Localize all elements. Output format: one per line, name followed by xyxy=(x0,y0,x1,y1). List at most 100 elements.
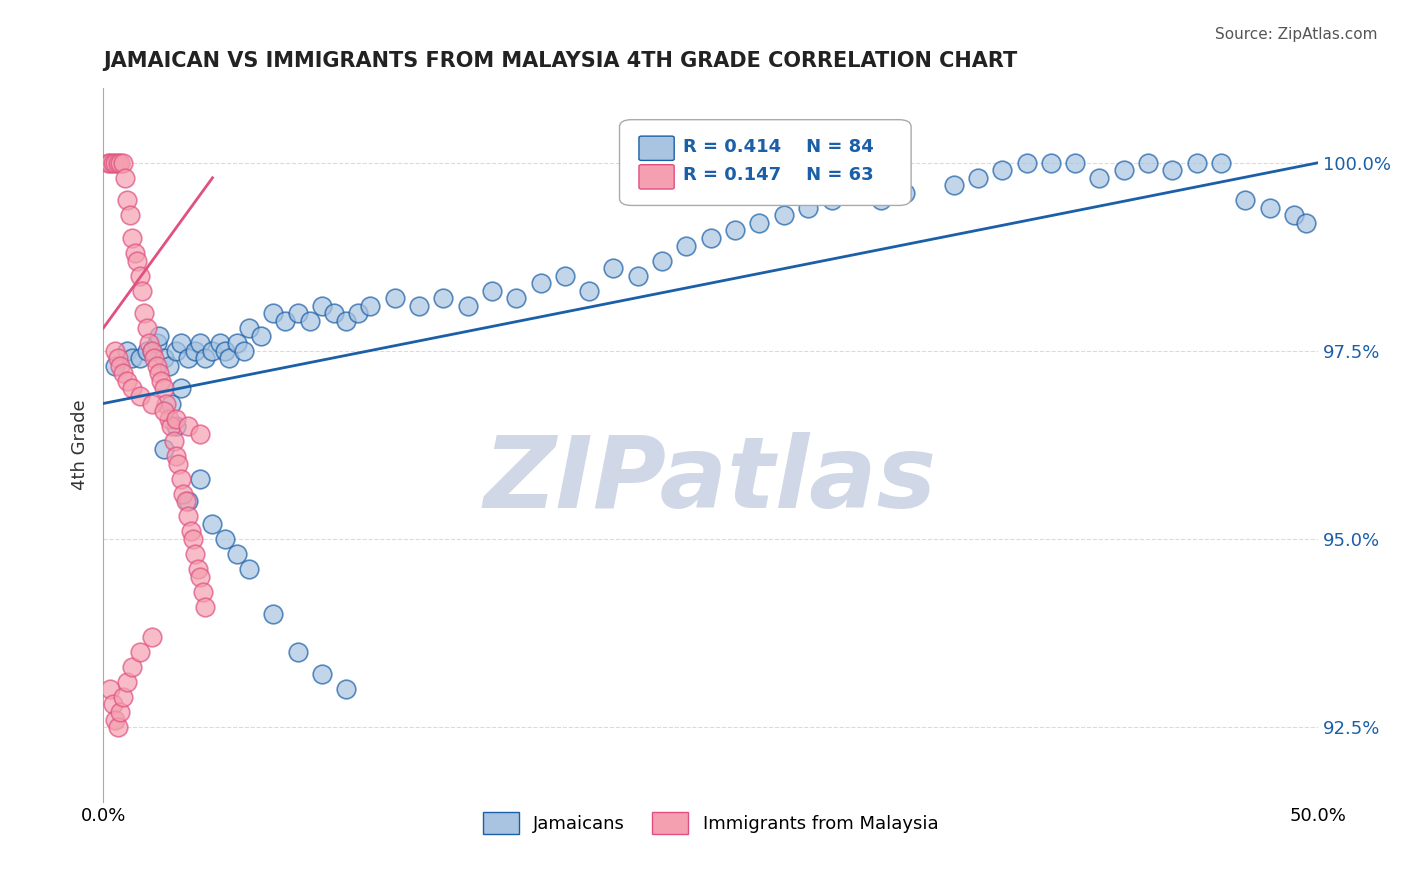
Point xyxy=(177,351,200,366)
Point xyxy=(170,472,193,486)
Point xyxy=(347,306,370,320)
Point xyxy=(172,487,194,501)
Point xyxy=(111,690,134,704)
Point xyxy=(117,343,139,358)
Point xyxy=(869,194,891,208)
Point xyxy=(177,509,200,524)
Point xyxy=(111,155,134,169)
Point xyxy=(104,713,127,727)
Point xyxy=(153,404,176,418)
Point xyxy=(134,306,156,320)
Point xyxy=(101,698,124,712)
Point xyxy=(165,411,187,425)
Point xyxy=(1137,155,1160,169)
FancyBboxPatch shape xyxy=(638,165,675,189)
Point xyxy=(1258,201,1281,215)
Point xyxy=(121,660,143,674)
Point xyxy=(135,321,157,335)
Point xyxy=(1161,163,1184,178)
Point xyxy=(1282,208,1305,222)
Point xyxy=(311,667,333,681)
Point xyxy=(121,231,143,245)
Point xyxy=(505,291,527,305)
Point xyxy=(107,155,129,169)
Point xyxy=(724,223,747,237)
Point xyxy=(111,367,134,381)
Point xyxy=(108,359,131,373)
Point xyxy=(201,516,224,531)
Point xyxy=(128,645,150,659)
Point xyxy=(1112,163,1135,178)
Point xyxy=(100,682,122,697)
Point xyxy=(821,194,844,208)
Point xyxy=(1039,155,1062,169)
Point xyxy=(748,216,770,230)
Point xyxy=(359,299,381,313)
Point xyxy=(699,231,721,245)
Point xyxy=(174,494,197,508)
Point xyxy=(287,306,309,320)
Y-axis label: 4th Grade: 4th Grade xyxy=(72,400,89,491)
Point xyxy=(104,343,127,358)
Point xyxy=(188,336,211,351)
Point xyxy=(97,155,120,169)
Point xyxy=(148,367,170,381)
Point xyxy=(181,532,204,546)
Point xyxy=(191,584,214,599)
Point xyxy=(797,201,820,215)
Point xyxy=(188,569,211,583)
Point xyxy=(184,547,207,561)
Point xyxy=(128,268,150,283)
Point xyxy=(118,208,141,222)
Point xyxy=(432,291,454,305)
Point xyxy=(554,268,576,283)
Point xyxy=(104,155,127,169)
Point xyxy=(107,720,129,734)
Point xyxy=(967,170,990,185)
Text: Source: ZipAtlas.com: Source: ZipAtlas.com xyxy=(1215,27,1378,42)
Point xyxy=(155,396,177,410)
Point xyxy=(187,562,209,576)
Point xyxy=(141,343,163,358)
Point xyxy=(170,381,193,395)
Point xyxy=(143,351,166,366)
Point xyxy=(128,389,150,403)
Point xyxy=(145,336,167,351)
Point xyxy=(250,328,273,343)
Point xyxy=(114,170,136,185)
Point xyxy=(1185,155,1208,169)
Point xyxy=(1295,216,1317,230)
Point xyxy=(1064,155,1087,169)
Point xyxy=(201,343,224,358)
Point xyxy=(627,268,650,283)
Point xyxy=(157,359,180,373)
Point xyxy=(135,343,157,358)
Point xyxy=(602,261,624,276)
Point xyxy=(225,336,247,351)
Point xyxy=(298,314,321,328)
Point xyxy=(214,343,236,358)
Point xyxy=(991,163,1014,178)
Legend: Jamaicans, Immigrants from Malaysia: Jamaicans, Immigrants from Malaysia xyxy=(474,803,948,843)
Point xyxy=(141,630,163,644)
Point xyxy=(184,343,207,358)
Point xyxy=(1088,170,1111,185)
Point xyxy=(131,284,153,298)
Point xyxy=(238,562,260,576)
Point xyxy=(1234,194,1257,208)
Point xyxy=(138,336,160,351)
Point xyxy=(194,351,217,366)
Point xyxy=(117,374,139,388)
Point xyxy=(481,284,503,298)
Point xyxy=(180,524,202,539)
Point xyxy=(675,238,697,252)
Point xyxy=(772,208,794,222)
Point xyxy=(150,374,173,388)
Point xyxy=(117,194,139,208)
Point xyxy=(457,299,479,313)
Point xyxy=(208,336,231,351)
Point xyxy=(578,284,600,298)
Point xyxy=(194,599,217,614)
Point xyxy=(170,336,193,351)
Point xyxy=(165,449,187,463)
